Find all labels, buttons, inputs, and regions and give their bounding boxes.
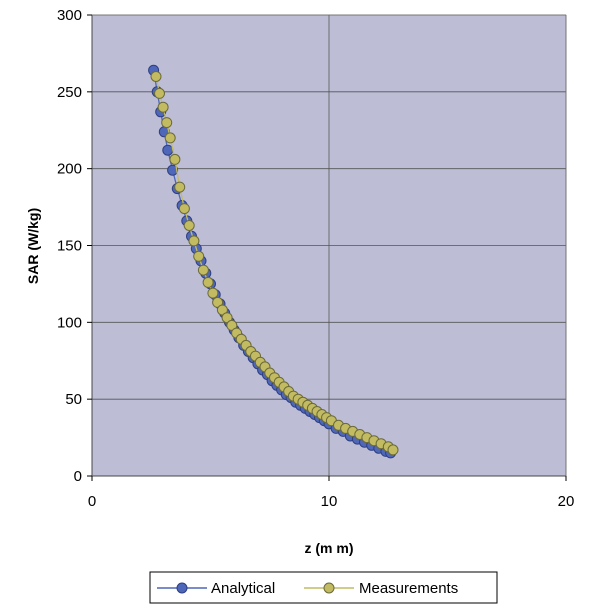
y-tick-label: 250	[57, 84, 82, 101]
data-point-measurements	[178, 203, 190, 215]
x-tick-label: 20	[558, 493, 575, 510]
data-point-measurements	[188, 235, 200, 247]
data-point-measurements	[387, 444, 399, 456]
y-tick-label: 0	[74, 468, 82, 485]
legend-measurements-label: Measurements	[359, 580, 458, 597]
data-point-measurements	[226, 319, 238, 331]
x-tick-label: 0	[88, 493, 96, 510]
data-point-analytical	[162, 144, 174, 156]
data-point-measurements	[154, 87, 165, 99]
series-measurements	[150, 71, 399, 456]
data-point-measurements	[197, 264, 209, 276]
data-point-measurements	[193, 250, 205, 262]
data-point-measurements	[207, 287, 219, 299]
data-point-measurements	[174, 181, 186, 193]
y-tick-label: 50	[65, 391, 82, 408]
data-point-measurements	[157, 101, 169, 113]
y-tick-label: 200	[57, 161, 82, 178]
data-point-analytical	[167, 164, 179, 176]
data-point-measurements	[183, 220, 195, 231]
legend-analytical-label: Analytical	[211, 580, 275, 597]
x-tick-labels: 0 10 20	[88, 476, 575, 510]
data-point-measurements	[169, 153, 181, 165]
legend-measurements-marker	[323, 582, 335, 594]
y-axis-title: SAR (W/kg)	[25, 208, 41, 284]
legend-analytical-marker	[176, 582, 188, 594]
legend: Analytical Measurements	[149, 571, 498, 604]
y-tick-label: 100	[57, 314, 82, 331]
y-tick-label: 300	[57, 7, 82, 24]
x-axis-title: z (m m)	[305, 540, 354, 556]
data-point-measurements	[161, 117, 173, 129]
data-point-measurements	[150, 71, 162, 82]
y-tick-label: 150	[57, 238, 82, 255]
data-point-measurements	[164, 132, 176, 144]
y-tick-labels: 0 50 100 150 200 250 300	[57, 7, 92, 485]
x-tick-label: 10	[321, 493, 338, 510]
series-layer	[148, 64, 399, 459]
data-point-measurements	[202, 276, 214, 288]
